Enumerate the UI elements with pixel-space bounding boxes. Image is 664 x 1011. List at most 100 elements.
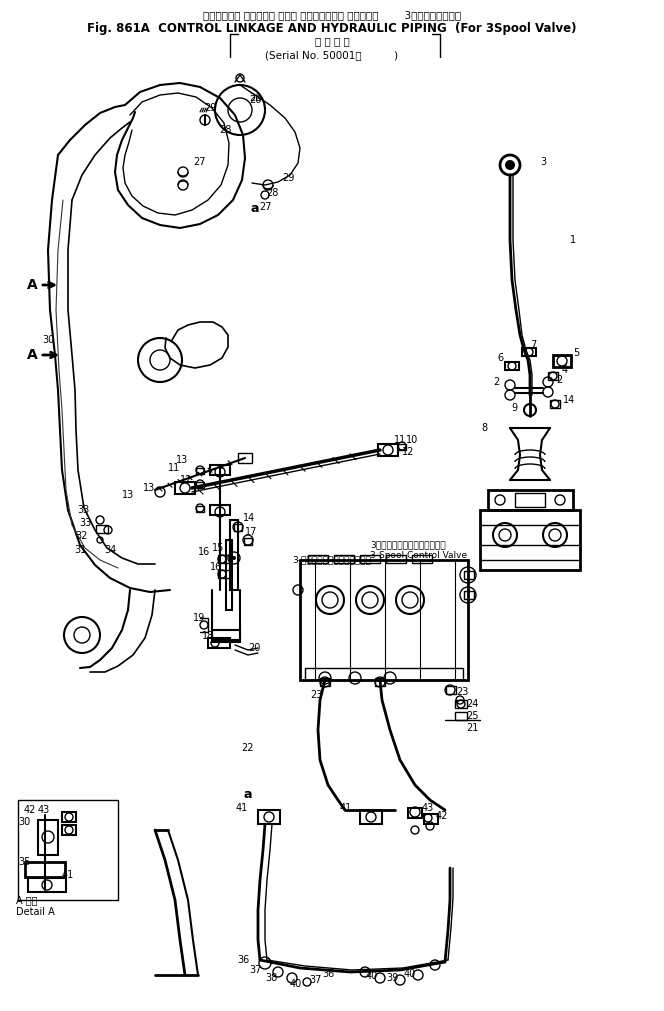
- Bar: [38, 820, 58, 855]
- Text: 30: 30: [42, 335, 54, 345]
- Text: 37: 37: [309, 975, 321, 985]
- Text: コントロール リンケージ および ハイドロリック パイピング        3スプールバルブ用: コントロール リンケージ および ハイドロリック パイピング 3スプールバルブ用: [203, 10, 461, 20]
- Text: 8: 8: [481, 423, 487, 433]
- Text: 3-Spool Control Valve: 3-Spool Control Valve: [370, 551, 467, 559]
- Bar: [424, 814, 438, 824]
- Text: 16: 16: [210, 562, 222, 572]
- Text: 19: 19: [193, 613, 205, 623]
- Circle shape: [232, 556, 236, 560]
- Bar: [464, 571, 474, 579]
- Bar: [96, 525, 108, 533]
- Bar: [258, 810, 280, 824]
- Text: 24: 24: [466, 699, 478, 709]
- Text: 3-スプールコントロールバルブ: 3-スプールコントロールバルブ: [292, 555, 371, 564]
- Text: 39: 39: [386, 973, 398, 983]
- Text: 12: 12: [402, 447, 414, 457]
- Bar: [408, 808, 422, 818]
- Text: 適 用 号 機: 適 用 号 機: [315, 36, 349, 45]
- Bar: [218, 570, 230, 578]
- Text: 41: 41: [236, 803, 248, 813]
- Bar: [488, 490, 573, 510]
- Bar: [334, 555, 354, 563]
- Text: 2: 2: [494, 377, 500, 387]
- Text: 16: 16: [198, 547, 210, 557]
- Text: 31: 31: [74, 545, 86, 555]
- Text: 33: 33: [79, 518, 91, 528]
- Bar: [464, 591, 474, 599]
- Text: 18: 18: [202, 631, 214, 641]
- Text: 28: 28: [266, 188, 278, 198]
- Text: 11: 11: [168, 463, 180, 473]
- Bar: [196, 468, 204, 474]
- Text: 13: 13: [122, 490, 134, 500]
- Text: 32: 32: [75, 531, 87, 541]
- Text: 33: 33: [77, 506, 89, 515]
- Text: 3: 3: [540, 157, 546, 167]
- Text: 28: 28: [219, 125, 231, 135]
- Bar: [218, 555, 230, 563]
- Circle shape: [505, 160, 515, 170]
- Text: 6: 6: [498, 353, 504, 363]
- Text: 43: 43: [422, 803, 434, 813]
- Text: 25: 25: [466, 711, 479, 721]
- Bar: [62, 812, 76, 822]
- Bar: [553, 355, 571, 367]
- Bar: [320, 678, 330, 686]
- Text: A: A: [27, 278, 38, 292]
- Text: 43: 43: [38, 805, 50, 815]
- Text: Detail A: Detail A: [16, 907, 54, 917]
- Text: 30: 30: [18, 817, 31, 827]
- Text: 42: 42: [436, 811, 448, 821]
- Text: 41: 41: [62, 870, 74, 880]
- Bar: [210, 465, 230, 475]
- Text: 1: 1: [570, 235, 576, 245]
- Bar: [18, 800, 118, 900]
- Bar: [230, 520, 238, 590]
- Bar: [455, 700, 467, 708]
- Text: 36: 36: [238, 955, 250, 966]
- Text: 15: 15: [212, 543, 224, 553]
- Bar: [244, 538, 252, 545]
- Bar: [238, 453, 252, 463]
- Text: 36: 36: [322, 969, 334, 979]
- Bar: [234, 524, 242, 531]
- Text: 4: 4: [562, 365, 568, 375]
- Text: 40: 40: [290, 979, 302, 989]
- Bar: [300, 560, 468, 680]
- Bar: [386, 555, 406, 563]
- Text: 13: 13: [176, 455, 188, 465]
- Text: 26: 26: [249, 93, 261, 103]
- Text: 21: 21: [466, 723, 478, 733]
- Text: 9: 9: [512, 403, 518, 413]
- Text: 14: 14: [563, 395, 575, 405]
- Bar: [360, 555, 380, 563]
- Text: 20: 20: [248, 643, 260, 653]
- Bar: [360, 810, 382, 824]
- Text: A 詳細: A 詳細: [16, 895, 37, 905]
- Text: a: a: [251, 201, 259, 214]
- Bar: [212, 630, 240, 642]
- Text: 7: 7: [530, 340, 536, 350]
- Text: 41: 41: [340, 803, 352, 813]
- Text: 26: 26: [249, 95, 261, 105]
- Text: 38: 38: [266, 973, 278, 983]
- Bar: [210, 506, 230, 515]
- Text: 23: 23: [310, 690, 323, 700]
- Text: 10: 10: [406, 435, 418, 445]
- Bar: [378, 444, 398, 456]
- Text: A: A: [27, 348, 38, 362]
- Text: 27: 27: [259, 202, 272, 212]
- Text: 22: 22: [242, 743, 254, 753]
- Bar: [412, 555, 432, 563]
- Text: 42: 42: [24, 805, 37, 815]
- Text: 2: 2: [556, 375, 562, 385]
- Text: a: a: [244, 789, 252, 802]
- Bar: [196, 482, 204, 488]
- Bar: [446, 686, 456, 694]
- Bar: [548, 372, 558, 380]
- Text: 40: 40: [366, 971, 378, 981]
- Bar: [398, 444, 406, 450]
- Bar: [505, 362, 519, 370]
- Text: 17: 17: [245, 527, 258, 537]
- Text: (Serial No. 50001～          ): (Serial No. 50001～ ): [266, 50, 398, 60]
